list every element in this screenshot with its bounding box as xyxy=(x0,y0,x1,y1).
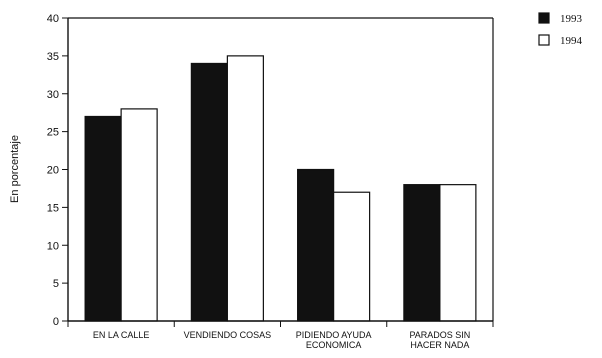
y-tick-label: 15 xyxy=(47,202,59,214)
y-tick-label: 25 xyxy=(47,127,59,139)
bar-1993-2 xyxy=(190,62,228,322)
y-axis-title: En porcentaje xyxy=(9,135,21,203)
y-tick-label: 10 xyxy=(47,240,59,252)
y-tick-label: 5 xyxy=(53,278,59,290)
y-tick-label: 0 xyxy=(53,316,59,328)
x-category-label: ECONOMICA xyxy=(306,340,362,350)
legend-swatch-1994 xyxy=(538,34,550,46)
bar-1994-3 xyxy=(333,191,371,322)
y-tick-label: 30 xyxy=(47,89,59,101)
legend-label-1994: 1994 xyxy=(560,35,583,47)
y-tick-label: 40 xyxy=(47,13,59,25)
bar-1994-1 xyxy=(120,108,158,322)
y-tick-label: 35 xyxy=(47,51,59,63)
bar-1993-4 xyxy=(403,184,441,322)
x-category-label: HACER NADA xyxy=(410,340,469,350)
y-axis-ticks: 0 5 10 15 20 25 30 35 40 xyxy=(47,13,68,328)
y-tick-label: 20 xyxy=(47,165,59,177)
bar-1994-2 xyxy=(226,55,264,322)
x-category-label: PARADOS SIN xyxy=(409,330,470,340)
legend: 1993 1994 xyxy=(538,12,583,47)
bars xyxy=(84,55,477,322)
bar-1993-3 xyxy=(297,168,335,322)
x-axis-labels: EN LA CALLE VENDIENDO COSAS PIDIENDO AYUDA… xyxy=(67,321,494,350)
x-category-label: EN LA CALLE xyxy=(93,330,150,340)
legend-label-1993: 1993 xyxy=(560,13,583,25)
x-category-label: PIDIENDO AYUDA xyxy=(296,330,372,340)
legend-swatch-1993 xyxy=(538,12,550,24)
bar-1993-1 xyxy=(84,115,122,322)
x-category-label: VENDIENDO COSAS xyxy=(184,330,272,340)
bar-1994-4 xyxy=(439,184,477,322)
